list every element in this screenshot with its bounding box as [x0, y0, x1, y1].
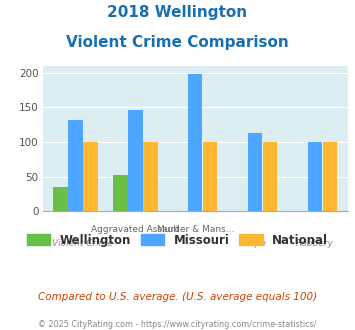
Bar	[113, 175, 127, 211]
Text: Violent Crime Comparison: Violent Crime Comparison	[66, 35, 289, 50]
Text: © 2025 CityRating.com - https://www.cityrating.com/crime-statistics/: © 2025 CityRating.com - https://www.city…	[38, 320, 317, 329]
Text: Aggravated Assault: Aggravated Assault	[91, 225, 180, 234]
Bar	[128, 110, 143, 211]
Text: Robbery: Robbery	[296, 239, 334, 248]
Bar	[188, 74, 202, 211]
Legend: Wellington, Missouri, National: Wellington, Missouri, National	[22, 229, 333, 251]
Bar	[53, 187, 68, 211]
Bar	[203, 142, 217, 211]
Bar	[69, 120, 83, 211]
Bar	[143, 142, 158, 211]
Bar	[83, 142, 98, 211]
Bar	[248, 133, 262, 211]
Text: 2018 Wellington: 2018 Wellington	[108, 5, 247, 20]
Bar	[263, 142, 277, 211]
Text: All Violent Crime: All Violent Crime	[38, 239, 113, 248]
Text: Murder & Mans...: Murder & Mans...	[157, 225, 234, 234]
Text: Rape: Rape	[244, 239, 267, 248]
Bar	[323, 142, 337, 211]
Bar	[308, 142, 322, 211]
Text: Compared to U.S. average. (U.S. average equals 100): Compared to U.S. average. (U.S. average …	[38, 292, 317, 302]
